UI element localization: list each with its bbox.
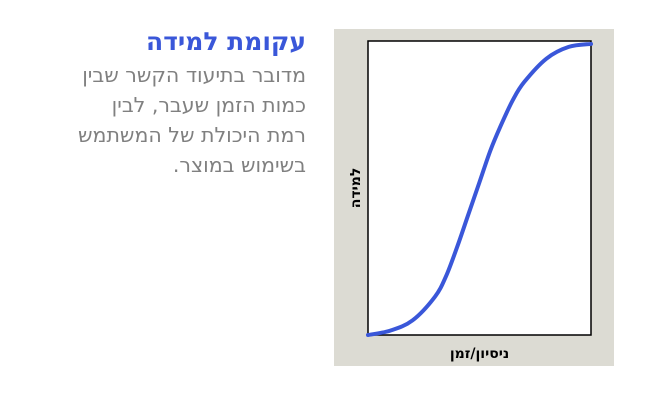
learning-curve-line [366, 41, 593, 337]
description-line: רמת היכולת של המשתמש [78, 123, 306, 147]
description-line: כמות הזמן שעבר, לבין [111, 93, 306, 117]
chart-panel: ניסיון/זמן למידה [334, 29, 614, 366]
description-text: מדובר בתיעוד הקשר שבין כמות הזמן שעבר, ל… [78, 60, 306, 180]
description-block: עקומת למידה מדובר בתיעוד הקשר שבין כמות … [78, 24, 306, 180]
description-line: מדובר בתיעוד הקשר שבין [82, 63, 306, 87]
description-line: בשימוש במוצר. [172, 153, 306, 177]
learning-curve-chart: ניסיון/זמן למידה [348, 40, 593, 362]
page-title: עקומת למידה [146, 27, 306, 56]
y-axis-label: למידה [348, 168, 364, 209]
x-axis-label: ניסיון/זמן [450, 346, 509, 362]
